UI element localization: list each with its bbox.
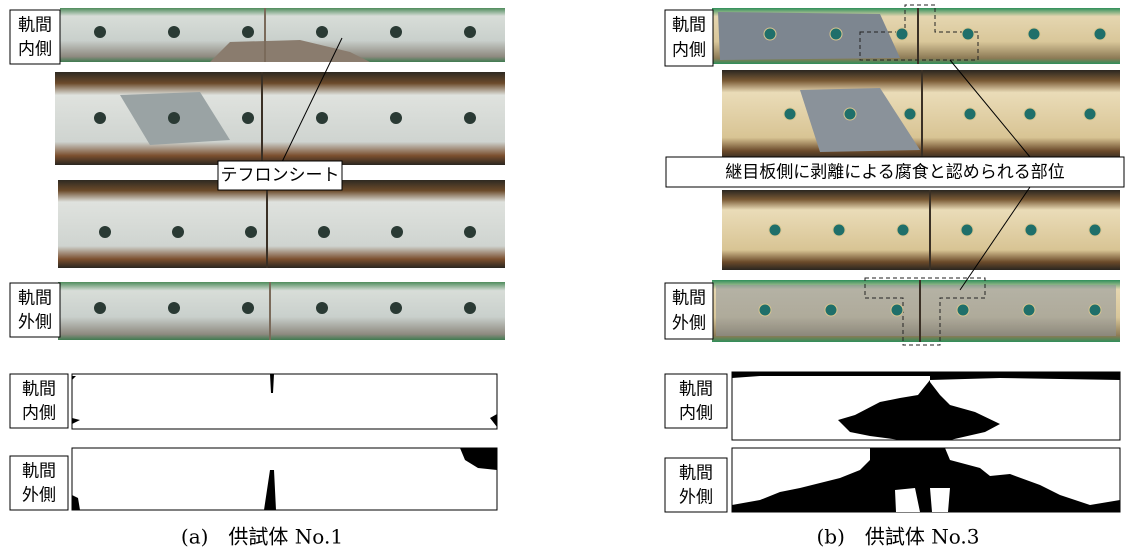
label-line: 外側 [672,314,706,334]
bolt-hole [316,26,328,38]
bolt-hole [957,304,969,316]
bolt-hole [464,226,476,238]
bolt-hole [1084,108,1096,120]
label-line: 内側 [672,41,706,61]
bolt-hole [1025,224,1037,236]
bolt-hole [168,112,180,124]
label-line: 軌間 [679,380,713,400]
bolt-hole [316,112,328,124]
bolt-hole [904,108,916,120]
bolt-hole [962,28,974,40]
bolt-hole [964,108,976,120]
page: {"panels": [ {"photo_labels": [["軌間", "内… [0,0,1131,556]
caption: (b) 供試体 No.3 [816,525,979,549]
photo [55,72,505,165]
bolt-hole [172,226,184,238]
bolt-hole [769,224,781,236]
bolt-hole [316,302,328,314]
bolt-hole [391,226,403,238]
figure: テフロンシート 継目板側に剥離による腐食と認められる部位 軌間 内側 軌間 外側… [0,0,1131,556]
bolt-hole [1094,28,1106,40]
bolt-hole [464,112,476,124]
bolt-hole [825,304,837,316]
bolt-hole [961,224,973,236]
label-line: 内側 [18,40,52,60]
bolt-hole [390,112,402,124]
label-line: 軌間 [22,380,56,400]
bolt-hole [242,26,254,38]
bolt-hole [318,226,330,238]
label-line: 外側 [18,313,52,333]
bolt-hole [245,226,257,238]
bolt-hole [896,28,908,40]
stain [716,285,1116,336]
label-line: 内側 [679,404,713,424]
photo [722,190,1120,270]
diagram [72,448,497,510]
stain [718,12,900,60]
bolt-hole [94,112,106,124]
bolt-hole [94,26,106,38]
bolt-hole [1023,304,1035,316]
label-line: 軌間 [672,16,706,36]
bolt-hole [242,302,254,314]
label-line: 軌間 [18,289,52,309]
bolt-hole [1028,28,1040,40]
callout: 継目板側に剥離による腐食と認められる部位 [725,163,1065,183]
bolt-hole [94,302,106,314]
bolt-hole [464,26,476,38]
bolt-hole [464,302,476,314]
label-line: 軌間 [18,16,52,36]
bolt-hole [759,304,771,316]
label-line: 内側 [22,404,56,424]
bolt-hole [891,304,903,316]
bolt-hole [830,28,842,40]
bolt-hole [897,224,909,236]
photo [58,180,505,268]
label-line: 外側 [22,486,56,506]
label-line: 外側 [679,488,713,508]
caption: (a) 供試体 No.1 [181,525,343,549]
bolt-hole [99,226,111,238]
bolt-hole [833,224,845,236]
bolt-hole [1089,304,1101,316]
label-line: 軌間 [22,462,56,482]
bolt-hole [844,108,856,120]
bolt-hole [784,108,796,120]
photo [58,282,505,340]
bolt-hole [1024,108,1036,120]
label-line: 軌間 [672,289,706,309]
bolt-hole [764,28,776,40]
callout: テフロンシート [221,166,340,186]
bolt-hole [242,112,254,124]
bolt-hole [390,26,402,38]
bolt-hole [168,302,180,314]
diagram [72,374,497,429]
bolt-hole [168,26,180,38]
label-line: 軌間 [679,464,713,484]
bolt-hole [390,302,402,314]
bolt-hole [1089,224,1101,236]
